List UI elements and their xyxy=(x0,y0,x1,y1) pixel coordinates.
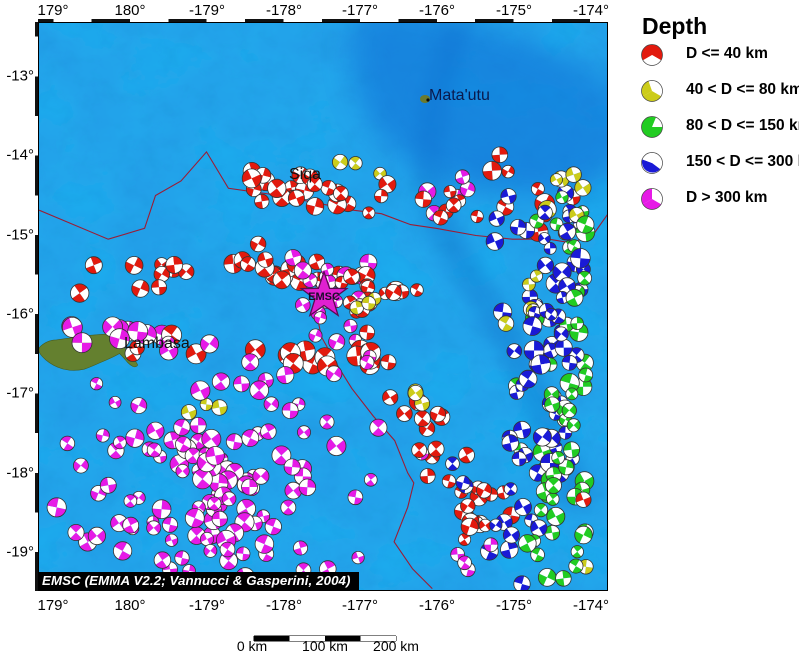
svg-text:EMSC: EMSC xyxy=(308,291,340,303)
